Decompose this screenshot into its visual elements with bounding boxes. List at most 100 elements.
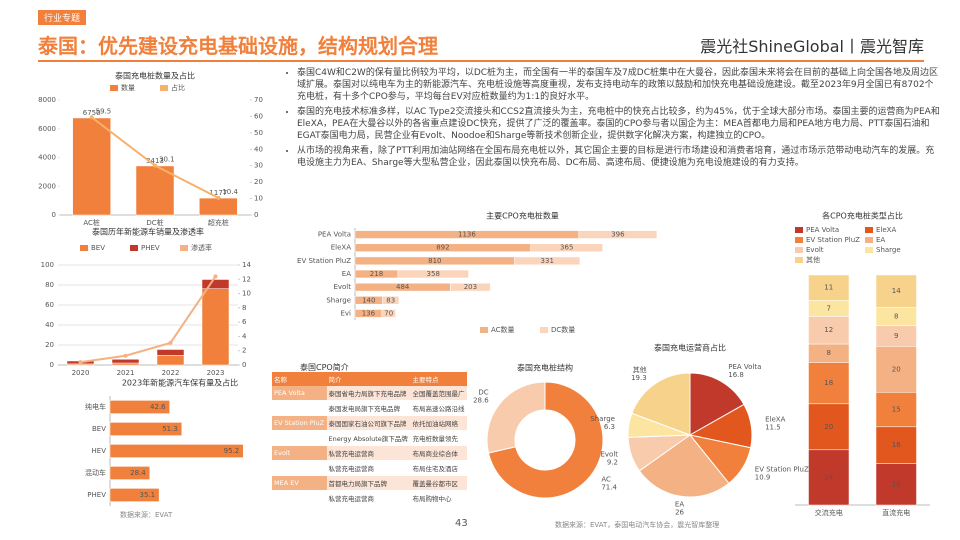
legend-swatch bbox=[110, 85, 118, 91]
legend-swatch bbox=[160, 85, 168, 91]
y2-tick-label: 4 bbox=[242, 332, 247, 340]
slice-label: EleXA bbox=[765, 416, 785, 424]
slice bbox=[486, 381, 546, 454]
legend-swatch bbox=[865, 227, 873, 233]
table-header-cell: 名称 bbox=[272, 372, 327, 386]
bar bbox=[397, 269, 469, 279]
x-tick-label: 2022 bbox=[162, 369, 180, 377]
y2-tick-label: 10 bbox=[254, 195, 263, 203]
data-label: 3413 bbox=[146, 157, 164, 165]
bar bbox=[382, 296, 400, 305]
legend-label: EV Station PluZ bbox=[806, 236, 860, 244]
bar bbox=[156, 349, 185, 356]
legend-label: 占比 bbox=[171, 83, 185, 92]
y-tick-label: 8000 bbox=[38, 96, 56, 104]
data-label: 70 bbox=[384, 309, 393, 317]
data-label: 365 bbox=[560, 244, 573, 252]
data-label: 7 bbox=[827, 304, 831, 312]
brand: 震光社ShineGlobal丨震光智库 bbox=[700, 37, 924, 56]
x-tick-label: DC桩 bbox=[146, 218, 163, 227]
chart-title: 主要CPO充电桩数量 bbox=[486, 211, 559, 221]
data-label: 892 bbox=[436, 244, 449, 252]
x-tick-label: 2021 bbox=[117, 369, 135, 377]
data-label: 95.2 bbox=[224, 447, 240, 455]
table-cell: Energy Absolute旗下品牌 bbox=[326, 430, 411, 446]
data-label: 51.3 bbox=[162, 425, 178, 433]
table-cell: MEA EV bbox=[272, 475, 327, 491]
data-label: 140 bbox=[362, 296, 375, 304]
y2-tick-label: 70 bbox=[254, 96, 263, 104]
bar bbox=[135, 165, 175, 216]
table-header-cell: 简介 bbox=[326, 372, 411, 386]
bar bbox=[530, 243, 603, 252]
x-tick-label: 2023 bbox=[207, 369, 225, 377]
legend-swatch bbox=[180, 245, 188, 251]
chart-title: 泰国历年新能源车销量及渗透率 bbox=[92, 227, 204, 237]
y-tick-label: HEV bbox=[92, 447, 107, 455]
table-cell: EV Station PluZ bbox=[272, 415, 327, 431]
data-label: 11 bbox=[824, 284, 833, 292]
bar bbox=[156, 355, 185, 366]
bar bbox=[875, 392, 917, 428]
slice-label: EA bbox=[675, 500, 684, 508]
table-body: PEA Volta 泰国省电力局旗下充电品牌 全国覆盖范围最广 EleXA 泰国发电局旗… bbox=[272, 386, 467, 506]
slice bbox=[487, 381, 604, 499]
y-tick-label: 4000 bbox=[38, 154, 56, 162]
bar bbox=[875, 274, 917, 308]
chart-title: 泰国充电桩结构 bbox=[517, 363, 573, 373]
slice-value: 11.5 bbox=[765, 424, 781, 432]
y-tick-label: PEA Volta bbox=[318, 231, 351, 239]
table-row: EleXA 泰国发电局旗下充电品牌 布局高速公路沿线 bbox=[272, 400, 467, 416]
legend-label: PEA Volta bbox=[806, 226, 839, 234]
y2-tick-label: 30 bbox=[254, 162, 263, 170]
data-label: 9 bbox=[894, 332, 898, 340]
bar bbox=[578, 230, 658, 239]
table-row: Altervim 私营充电运营商 布局购物中心 bbox=[272, 490, 467, 506]
y-tick-label: Evolt bbox=[333, 283, 351, 291]
point bbox=[78, 360, 83, 365]
data-label: 396 bbox=[611, 231, 625, 239]
chart-title: 各CPO充电桩类型占比 bbox=[822, 211, 903, 221]
legend-label: 其他 bbox=[806, 255, 820, 264]
x-tick-label: AC桩 bbox=[83, 218, 100, 227]
table-cell: Sharge bbox=[272, 460, 327, 476]
table-cell: 充电桩数量领先 bbox=[410, 430, 467, 446]
y-tick-label: Evi bbox=[340, 309, 351, 317]
slice-label: PEA Volta bbox=[728, 363, 761, 371]
bar bbox=[808, 316, 850, 345]
bar bbox=[109, 422, 183, 436]
table-cell: 泰国省电力局旗下充电品牌 bbox=[326, 386, 411, 401]
y-tick-label: 40 bbox=[45, 321, 54, 329]
source: 数据来源：EVAT bbox=[120, 511, 173, 519]
table-header: 名称 简介 主要特点 bbox=[272, 372, 467, 386]
data-label: 20 bbox=[892, 365, 901, 373]
y-tick-label: 100 bbox=[41, 261, 54, 269]
slice-value: 26 bbox=[675, 508, 684, 516]
legend-swatch bbox=[130, 245, 138, 251]
slice-value: 9.2 bbox=[607, 459, 618, 467]
y-tick-label: 20 bbox=[45, 341, 54, 349]
y-tick-label: PHEV bbox=[87, 491, 106, 499]
x-tick-label: 超充桩 bbox=[208, 218, 229, 227]
table-cell: EA Anywhere bbox=[272, 430, 327, 446]
table-cell: PEA Volta bbox=[272, 386, 327, 401]
legend-label: 数量 bbox=[121, 83, 135, 92]
page-title: 泰国：优先建设充电基础设施，结构规划合理 bbox=[38, 34, 438, 58]
bar bbox=[514, 256, 581, 266]
bar bbox=[109, 466, 151, 480]
source: 数据来源：EVAT，泰国电动汽车协会，震光智库整理 bbox=[555, 521, 720, 529]
table-row: EA Anywhere Energy Absolute旗下品牌 充电桩数量领先 bbox=[272, 430, 467, 446]
legend-label: EA bbox=[876, 236, 885, 244]
slice-value: 71.4 bbox=[601, 484, 617, 492]
table-cell: 私营充电运营商 bbox=[326, 445, 411, 461]
data-label: 358 bbox=[427, 270, 440, 278]
legend-swatch bbox=[865, 237, 873, 243]
table-cell: 全国覆盖范围最广 bbox=[410, 386, 467, 401]
point bbox=[168, 340, 173, 345]
point bbox=[89, 115, 94, 120]
table-cell: 首都电力局旗下品牌 bbox=[326, 475, 411, 491]
bar bbox=[111, 359, 140, 364]
table-row: MEA EV 首都电力局旗下品牌 覆盖曼谷都市区 bbox=[272, 475, 467, 491]
y2-tick-label: 40 bbox=[254, 145, 263, 153]
legend-label: AC数量 bbox=[491, 325, 515, 334]
